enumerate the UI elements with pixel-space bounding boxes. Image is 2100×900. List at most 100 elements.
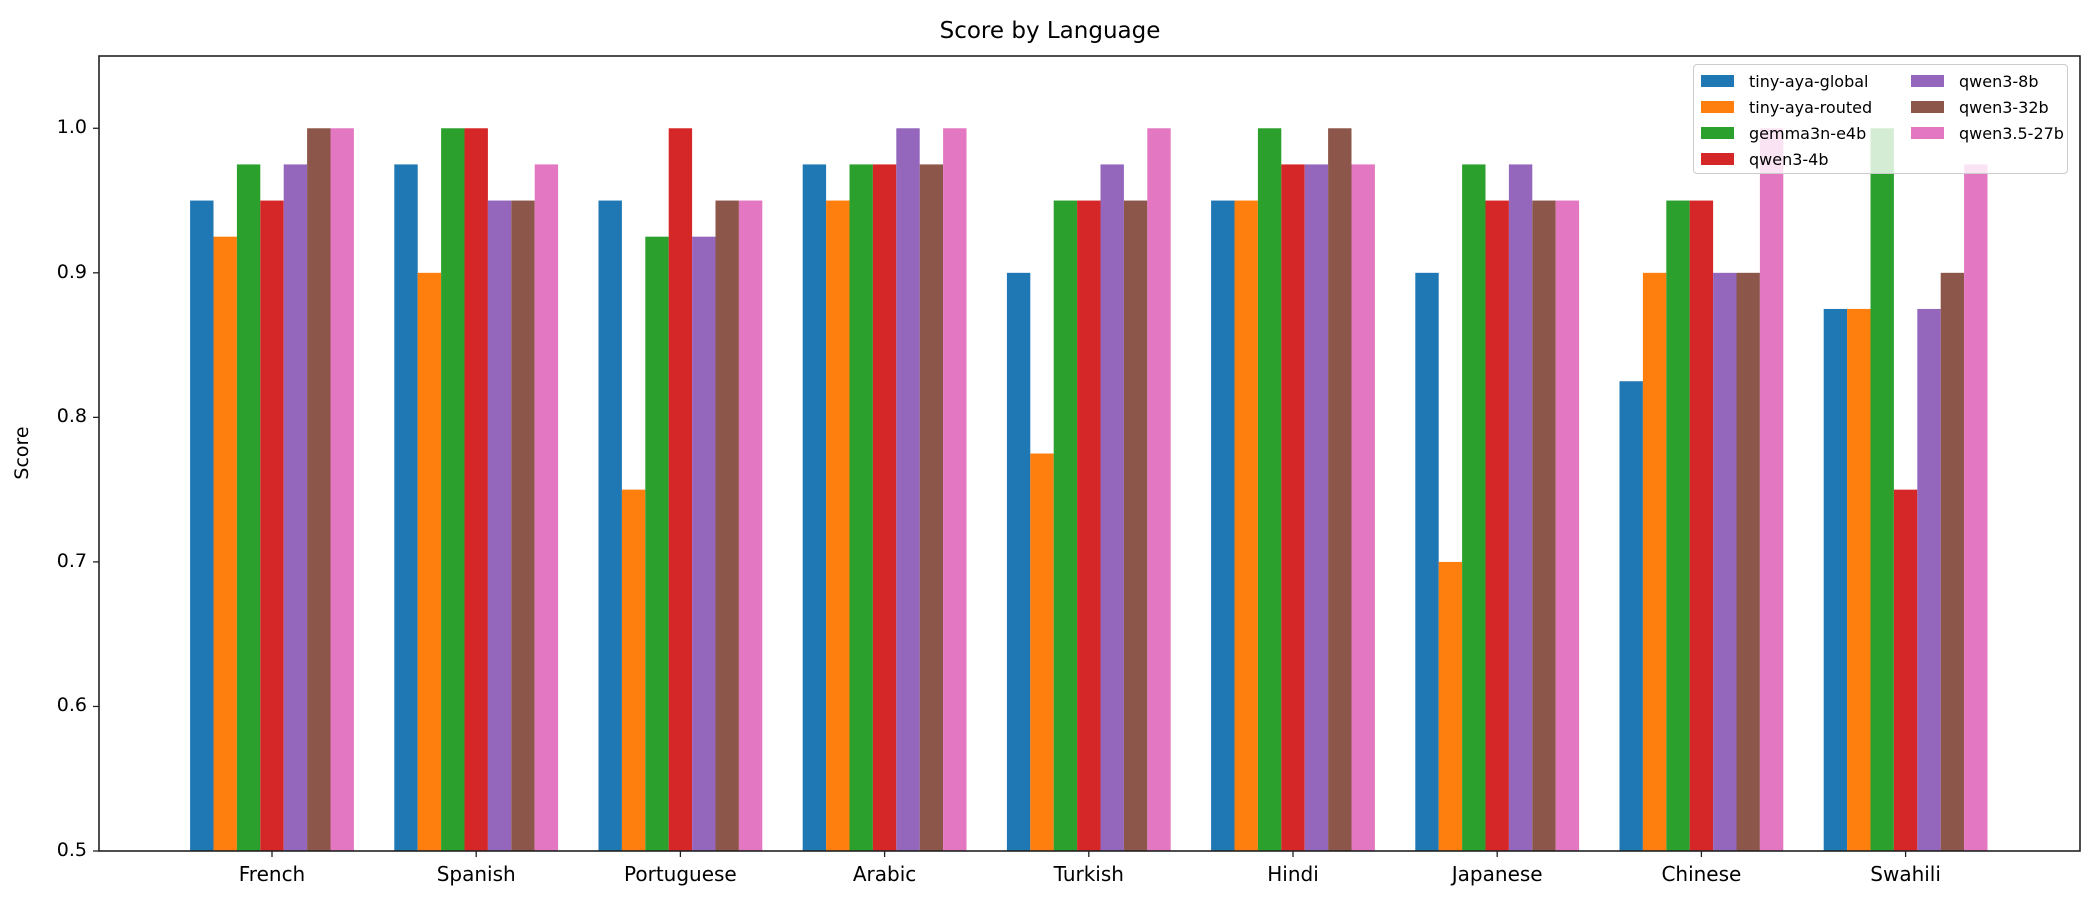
y-tick-label: 0.7 <box>56 549 87 572</box>
y-tick-label: 0.8 <box>56 405 87 428</box>
legend-label: qwen3-8b <box>1959 71 2039 91</box>
bar-chinese-qwen3-8b <box>1713 272 1737 851</box>
bar-arabic-tiny-aya-routed <box>826 200 850 852</box>
bar-swahili-qwen3.5-27b <box>1964 164 1988 851</box>
legend-item: qwen3-8b <box>1911 69 2039 93</box>
bar-arabic-qwen3-4b <box>872 164 897 851</box>
bar-spanish-gemma3n-e4b <box>441 128 465 851</box>
bar-spanish-qwen3-32b <box>511 200 535 852</box>
bar-arabic-gemma3n-e4b <box>849 164 873 851</box>
bar-portuguese-qwen3-8b <box>692 236 716 851</box>
bar-french-tiny-aya-routed <box>213 236 237 851</box>
bar-chinese-qwen3.5-27b <box>1759 128 1784 851</box>
bar-swahili-qwen3-32b <box>1940 272 1965 851</box>
legend: tiny-aya-global tiny-aya-routed gemma3n-e4… <box>1693 64 2068 174</box>
bar-french-gemma3n-e4b <box>236 164 261 851</box>
legend-swatch <box>1701 75 1734 87</box>
legend-item: tiny-aya-routed <box>1701 95 1872 119</box>
bar-french-qwen3-8b <box>283 164 308 851</box>
bar-hindi-tiny-aya-global <box>1211 200 1235 852</box>
bar-spanish-qwen3-8b <box>487 200 512 852</box>
bar-portuguese-qwen3.5-27b <box>738 200 763 852</box>
bar-portuguese-tiny-aya-routed <box>621 489 646 851</box>
legend-item: qwen3-4b <box>1701 147 1829 171</box>
legend-label: gemma3n-e4b <box>1749 123 1867 143</box>
bar-spanish-qwen3.5-27b <box>534 164 559 851</box>
bar-hindi-gemma3n-e4b <box>1257 128 1282 851</box>
bar-japanese-qwen3-4b <box>1485 200 1509 852</box>
bar-arabic-qwen3.5-27b <box>943 128 967 851</box>
bar-japanese-qwen3-8b <box>1508 164 1533 851</box>
x-tick-label: Arabic <box>852 862 917 886</box>
bar-japanese-tiny-aya-routed <box>1438 561 1463 851</box>
x-tick-label: Portuguese <box>624 862 737 886</box>
bar-hindi-qwen3-4b <box>1281 164 1305 851</box>
x-tick-label: Hindi <box>1267 862 1319 886</box>
y-tick-label: 0.5 <box>56 839 87 861</box>
bar-swahili-qwen3-8b <box>1917 308 1941 851</box>
bar-french-tiny-aya-global <box>190 200 214 852</box>
bar-swahili-gemma3n-e4b <box>1870 128 1894 851</box>
bar-japanese-tiny-aya-global <box>1415 272 1439 851</box>
bar-chinese-qwen3-4b <box>1689 200 1714 852</box>
y-tick-label: 1.0 <box>56 116 87 139</box>
x-tick-label: Swahili <box>1870 862 1941 886</box>
bar-hindi-tiny-aya-routed <box>1234 200 1258 852</box>
bar-swahili-tiny-aya-routed <box>1847 308 1871 851</box>
bar-portuguese-tiny-aya-global <box>598 200 622 852</box>
bar-swahili-qwen3-4b <box>1893 489 1918 851</box>
bars-group <box>190 128 1988 852</box>
bar-spanish-tiny-aya-global <box>394 164 418 851</box>
legend-swatch <box>1701 153 1734 165</box>
y-tick-label: 0.9 <box>56 260 87 283</box>
x-tick-label: Turkish <box>1053 862 1124 886</box>
bar-french-qwen3-32b <box>307 128 331 851</box>
bar-japanese-gemma3n-e4b <box>1462 164 1486 851</box>
x-tick-label: Japanese <box>1451 862 1543 886</box>
legend-label: tiny-aya-routed <box>1749 97 1873 117</box>
bar-turkish-qwen3-8b <box>1100 164 1124 851</box>
bar-chinese-tiny-aya-routed <box>1642 272 1667 851</box>
bar-hindi-qwen3-32b <box>1328 128 1352 851</box>
bar-arabic-tiny-aya-global <box>802 164 827 851</box>
legend-item: qwen3-32b <box>1911 95 2049 119</box>
bar-japanese-qwen3.5-27b <box>1555 200 1580 852</box>
chart-title: Score by Language <box>939 18 1161 44</box>
bar-spanish-tiny-aya-routed <box>417 272 442 851</box>
bar-french-qwen3-4b <box>260 200 284 852</box>
legend-label: qwen3-32b <box>1959 97 2049 117</box>
bar-turkish-tiny-aya-routed <box>1030 453 1054 851</box>
bar-hindi-qwen3.5-27b <box>1351 164 1375 851</box>
legend-label: qwen3.5-27b <box>1959 123 2064 143</box>
bar-arabic-qwen3-32b <box>919 164 944 851</box>
bar-spanish-qwen3-4b <box>464 128 488 851</box>
legend-swatch <box>1701 101 1734 113</box>
bar-turkish-tiny-aya-global <box>1006 272 1031 851</box>
legend-label: tiny-aya-global <box>1749 71 1869 91</box>
x-tick-label: Spanish <box>436 862 516 886</box>
legend-swatch <box>1911 127 1944 139</box>
legend-item: qwen3.5-27b <box>1911 121 2064 145</box>
bar-arabic-qwen3-8b <box>896 128 920 851</box>
x-tick-label: French <box>238 862 306 886</box>
axes-frame <box>98 55 2081 852</box>
bar-hindi-qwen3-8b <box>1304 164 1329 851</box>
legend-swatch <box>1701 127 1734 139</box>
bar-swahili-tiny-aya-global <box>1823 308 1848 851</box>
bar-turkish-qwen3.5-27b <box>1147 128 1171 851</box>
legend-swatch <box>1911 75 1944 87</box>
legend-item: tiny-aya-global <box>1701 69 1868 93</box>
legend-swatch <box>1911 101 1944 113</box>
y-tick-label: 0.6 <box>56 694 87 717</box>
bar-french-qwen3.5-27b <box>330 128 354 851</box>
bar-portuguese-gemma3n-e4b <box>645 236 669 851</box>
legend-item: gemma3n-e4b <box>1701 121 1866 145</box>
legend-label: qwen3-4b <box>1749 149 1829 169</box>
x-tick-label: Chinese <box>1661 862 1742 886</box>
bar-portuguese-qwen3-4b <box>668 128 693 851</box>
bar-turkish-qwen3-4b <box>1077 200 1101 852</box>
bar-chinese-tiny-aya-global <box>1619 381 1643 851</box>
bar-chinese-gemma3n-e4b <box>1666 200 1690 852</box>
bar-turkish-gemma3n-e4b <box>1053 200 1078 852</box>
